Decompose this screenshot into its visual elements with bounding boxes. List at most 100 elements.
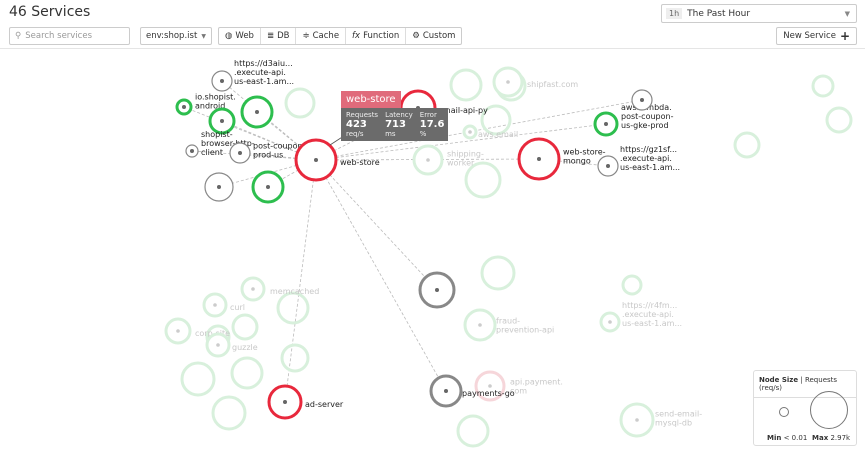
faded-node[interactable]: shipfast.com bbox=[492, 66, 578, 98]
node-label: web-store bbox=[340, 158, 380, 167]
service-node[interactable] bbox=[418, 271, 456, 309]
faded-node[interactable]: curl bbox=[202, 292, 245, 318]
service-node[interactable]: web-store bbox=[294, 138, 380, 182]
service-node[interactable] bbox=[251, 170, 285, 204]
service-node[interactable] bbox=[631, 89, 653, 111]
node-label: memcached bbox=[270, 287, 319, 296]
service-node[interactable] bbox=[208, 107, 236, 135]
node-label: api.payment. bbox=[510, 378, 563, 387]
node-label: guzzle bbox=[232, 343, 258, 352]
min-value: < 0.01 bbox=[783, 434, 808, 442]
node-label: email-api-py bbox=[438, 106, 488, 115]
faded-node[interactable]: api.payment.com bbox=[474, 370, 563, 402]
filter-label: Web bbox=[235, 31, 254, 41]
divider bbox=[0, 48, 865, 49]
tooltip-service: web-store bbox=[341, 91, 401, 108]
service-node[interactable]: payments-go bbox=[429, 374, 515, 408]
faded-node[interactable] bbox=[284, 87, 316, 119]
node-label: worker bbox=[447, 159, 475, 168]
globe-icon: ◍ bbox=[225, 31, 233, 41]
edge bbox=[183, 106, 317, 161]
legend-metric: Requests (req/s) bbox=[759, 376, 838, 392]
faded-node[interactable] bbox=[180, 361, 216, 397]
min-label: Min bbox=[767, 434, 782, 442]
faded-node[interactable] bbox=[733, 131, 761, 159]
service-type-icon bbox=[220, 79, 224, 83]
node-label: mysql-db bbox=[655, 419, 692, 428]
faded-node[interactable] bbox=[825, 106, 853, 134]
node-size-legend: Node Size | Requests (req/s) Min < 0.01 … bbox=[753, 370, 857, 446]
service-type-icon bbox=[217, 185, 221, 189]
filter-label: DB bbox=[277, 31, 290, 41]
filter-function[interactable]: fx Function bbox=[346, 28, 407, 44]
faded-node[interactable] bbox=[811, 74, 835, 98]
faded-node[interactable] bbox=[456, 414, 490, 448]
faded-node[interactable]: guzzle bbox=[205, 332, 258, 358]
service-type-icon bbox=[176, 329, 180, 333]
node-label: prod-us bbox=[253, 151, 283, 160]
service-node[interactable]: io.shopist.android bbox=[175, 93, 236, 116]
chevron-down-icon: ▼ bbox=[201, 32, 206, 40]
faded-node[interactable]: corp-site bbox=[164, 317, 230, 345]
faded-node[interactable] bbox=[276, 291, 310, 325]
max-size-circle bbox=[810, 391, 848, 429]
faded-node[interactable]: https://r4fm....execute-api.us-east-1.am… bbox=[599, 301, 682, 333]
service-node[interactable]: ad-server bbox=[267, 384, 344, 420]
function-icon: fx bbox=[352, 31, 361, 41]
latency-value: 713 bbox=[385, 119, 406, 130]
service-type-icon bbox=[635, 418, 639, 422]
service-type-icon bbox=[220, 119, 224, 123]
service-node[interactable] bbox=[204, 172, 234, 202]
filter-label: Custom bbox=[422, 31, 456, 41]
service-node[interactable] bbox=[240, 95, 274, 129]
service-type-icon bbox=[478, 323, 482, 327]
node-label: curl bbox=[230, 303, 245, 312]
faded-node[interactable] bbox=[480, 255, 516, 291]
faded-node[interactable]: memcached bbox=[240, 276, 319, 302]
node-label: shipping- bbox=[447, 150, 484, 159]
faded-node[interactable] bbox=[211, 395, 247, 431]
page-title: 46 Services bbox=[9, 4, 91, 20]
faded-node[interactable] bbox=[449, 68, 483, 102]
service-type-icon bbox=[213, 303, 217, 307]
service-type-icon bbox=[251, 287, 255, 291]
service-node[interactable]: aws.lambda.post-coupon-us-gke-prod bbox=[593, 103, 674, 137]
node-label: android bbox=[195, 102, 225, 111]
time-range-select[interactable]: 1h The Past Hour ▼ bbox=[661, 4, 857, 23]
new-service-label: New Service bbox=[783, 31, 836, 41]
env-select[interactable]: env:shop.ist ▼ bbox=[140, 27, 212, 45]
chevron-down-icon: ▼ bbox=[844, 9, 850, 18]
service-type-icon bbox=[426, 158, 430, 162]
node-label: corp-site bbox=[195, 329, 230, 338]
filter-db[interactable]: ≣ DB bbox=[261, 28, 297, 44]
faded-node[interactable] bbox=[230, 356, 264, 390]
service-node[interactable]: shopist-browser-http-client bbox=[185, 130, 255, 158]
node-label: browser-http- bbox=[201, 139, 255, 148]
faded-node[interactable]: send-email-mysql-db bbox=[619, 402, 702, 438]
faded-node[interactable] bbox=[280, 343, 310, 373]
faded-node[interactable] bbox=[464, 161, 502, 199]
service-type-icon bbox=[488, 384, 492, 388]
node-label: fraud- bbox=[496, 317, 520, 326]
node-label: us-gke-prod bbox=[621, 121, 669, 130]
faded-node[interactable]: aws.email bbox=[462, 124, 518, 140]
node-label: client bbox=[201, 148, 223, 157]
faded-node[interactable] bbox=[480, 104, 512, 136]
faded-node[interactable]: shipping-worker bbox=[412, 144, 484, 176]
service-node[interactable]: web-store-mongo bbox=[517, 137, 606, 181]
max-value: 2.97k bbox=[830, 434, 851, 442]
edge bbox=[315, 159, 438, 291]
service-node[interactable]: post-coupon-prod-us bbox=[229, 142, 306, 164]
node-label: .execute-api. bbox=[620, 154, 672, 163]
new-service-button[interactable]: New Service + bbox=[776, 27, 857, 45]
faded-node[interactable] bbox=[621, 274, 643, 296]
service-node[interactable]: https://gz1sf....execute-api.us-east-1.a… bbox=[597, 145, 680, 177]
filter-cache[interactable]: ≑ Cache bbox=[296, 28, 347, 44]
faded-node[interactable]: fraud-prevention-api bbox=[463, 308, 554, 342]
service-node[interactable]: https://d3aiu....execute-api.us-east-1.a… bbox=[211, 59, 294, 92]
filter-web[interactable]: ◍ Web bbox=[219, 28, 261, 44]
filter-custom[interactable]: ⚙ Custom bbox=[406, 28, 461, 44]
search-input[interactable]: ⚲ Search services bbox=[9, 27, 130, 45]
faded-node[interactable] bbox=[231, 313, 259, 341]
node-label: us-east-1.am... bbox=[620, 163, 680, 172]
